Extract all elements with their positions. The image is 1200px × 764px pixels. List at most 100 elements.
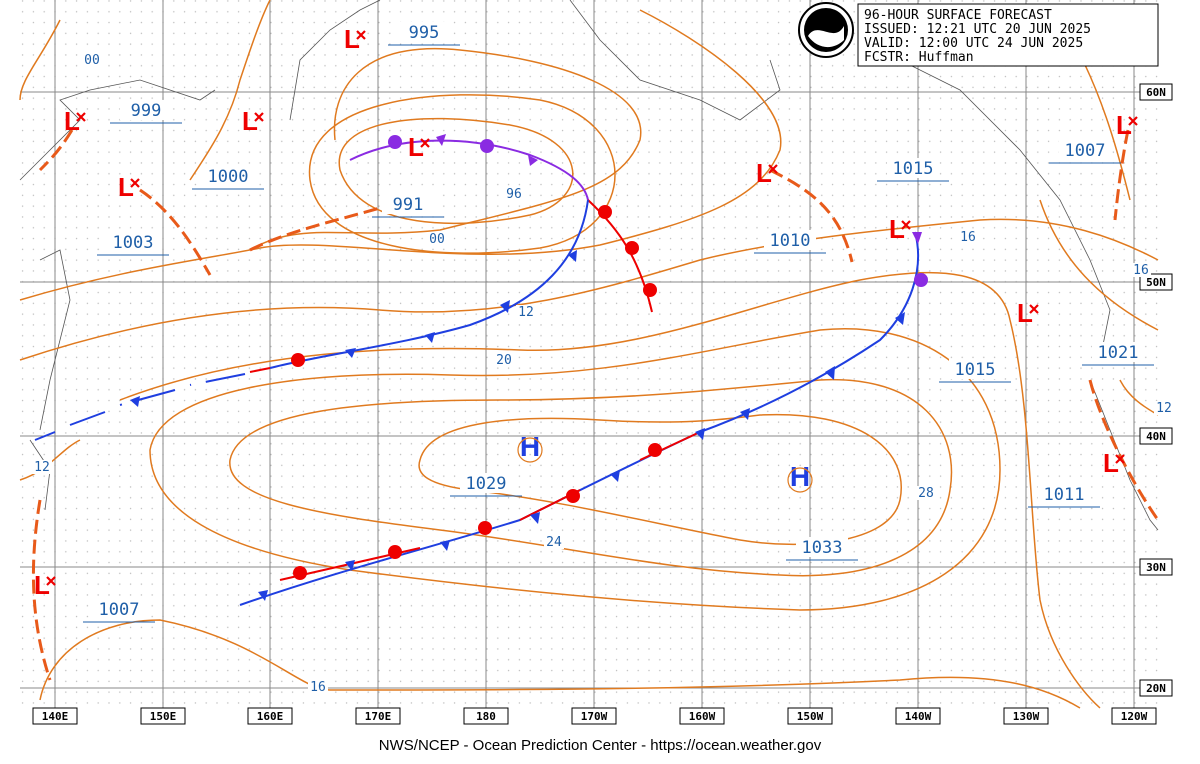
- label-bg: [1092, 342, 1144, 362]
- low-center: L: [34, 570, 50, 600]
- lon-label-box: [787, 707, 833, 725]
- label-bg: [93, 599, 145, 619]
- isobar-label: 12: [518, 305, 534, 320]
- label-bg: [32, 460, 52, 474]
- label-bg: [1131, 263, 1151, 277]
- low-center: L: [1103, 448, 1119, 478]
- lon-label-box: [32, 707, 78, 725]
- label-bg: [107, 232, 159, 252]
- lon-label-box: [355, 707, 401, 725]
- latitude-label: 40N: [1146, 430, 1166, 443]
- label-bg: [427, 232, 447, 246]
- low-marker: [254, 112, 264, 122]
- isobar-label: 12: [1156, 401, 1172, 416]
- latitude-label: 30N: [1146, 561, 1166, 574]
- longitude-label: 170W: [581, 710, 608, 723]
- low-center: L: [756, 158, 772, 188]
- label-bg: [916, 486, 936, 500]
- low-center: L: [64, 106, 80, 136]
- pressure-label: 1011: [1044, 485, 1085, 505]
- longitude-label: 180: [476, 710, 496, 723]
- front-symbols: [130, 134, 928, 601]
- high-marker: [787, 467, 813, 493]
- pressure-label: 1000: [208, 167, 249, 187]
- isobar-label: 16: [310, 680, 326, 695]
- longitude-label: 160W: [689, 710, 716, 723]
- coastlines: [19, 0, 1159, 531]
- isobar-label: 00: [84, 53, 100, 68]
- isobar-label: 00: [429, 232, 445, 247]
- high-center: H: [520, 431, 540, 462]
- label-bg: [1038, 484, 1090, 504]
- lat-label-box: [1139, 427, 1173, 445]
- header-line: VALID: 12:00 UTC 24 JUN 2025: [864, 36, 1083, 51]
- lon-label-box: [1111, 707, 1157, 725]
- pressure-label: 1007: [99, 600, 140, 620]
- lat-label-box: [1139, 273, 1173, 291]
- longitude-label: 150E: [150, 710, 177, 723]
- lat-label-box: [1139, 679, 1173, 697]
- label-bg: [504, 187, 524, 201]
- low-marker: [1128, 116, 1138, 126]
- label-bg: [120, 100, 172, 120]
- graticule: [20, 0, 1158, 708]
- low-center: L: [408, 132, 424, 162]
- pressure-label: 1007: [1065, 141, 1106, 161]
- label-bg: [796, 537, 848, 557]
- map-background: [20, 0, 1158, 708]
- label-bg: [82, 53, 102, 67]
- pressure-label: 1003: [113, 233, 154, 253]
- label-bg: [1154, 401, 1174, 415]
- isobar-label: 12: [34, 460, 50, 475]
- low-center: L: [344, 24, 360, 54]
- label-bg: [1059, 140, 1111, 160]
- header-line: 96-HOUR SURFACE FORECAST: [864, 8, 1052, 23]
- pressure-label: 1015: [955, 360, 996, 380]
- low-center: L: [242, 106, 258, 136]
- longitude-label: 170E: [365, 710, 392, 723]
- label-bg: [887, 158, 939, 178]
- low-marker: [76, 112, 86, 122]
- pressure-label: 1015: [893, 159, 934, 179]
- pressure-label: 995: [409, 23, 440, 43]
- low-marker: [1029, 304, 1039, 314]
- header-line: FCSTR: Huffman: [864, 50, 974, 65]
- high-center: H: [790, 461, 810, 492]
- label-bg: [398, 22, 450, 42]
- map-labels: 140E 150E 160E 170E 180 170W 160W 150W 140W 130W 1…: [32, 22, 1174, 725]
- footer: NWS/NCEP - Ocean Prediction Center - htt…: [379, 737, 822, 754]
- lon-label-box: [1003, 707, 1049, 725]
- longitude-label: 140W: [905, 710, 932, 723]
- header-box: [857, 3, 1159, 67]
- pressure-label: 999: [131, 101, 162, 121]
- label-bg: [202, 166, 254, 186]
- longitude-label: 120W: [1121, 710, 1148, 723]
- isobar-label: 16: [1133, 263, 1149, 278]
- low-marker: [1115, 454, 1125, 464]
- longitude-label: 140E: [42, 710, 69, 723]
- pressure-label: 1010: [770, 231, 811, 251]
- isobar-label: 16: [960, 230, 976, 245]
- label-bg: [764, 230, 816, 250]
- low-marker: [356, 30, 366, 40]
- isobar-label: 96: [506, 187, 522, 202]
- lon-label-box: [571, 707, 617, 725]
- pressure-label: 991: [393, 195, 424, 215]
- pressure-label: 1021: [1098, 343, 1139, 363]
- lon-label-box: [679, 707, 725, 725]
- lon-label-box: [463, 707, 509, 725]
- high-marker: [517, 437, 543, 463]
- low-marker: [420, 138, 430, 148]
- lon-label-box: [140, 707, 186, 725]
- latitude-label: 60N: [1146, 86, 1166, 99]
- label-bg: [382, 194, 434, 214]
- low-center: L: [889, 214, 905, 244]
- label-bg: [308, 680, 328, 694]
- low-center: L: [1116, 110, 1132, 140]
- isobars: [19, 0, 1159, 709]
- isobar-label: 24: [546, 535, 562, 550]
- longitude-label: 130W: [1013, 710, 1040, 723]
- low-marker: [46, 576, 56, 586]
- header-line: ISSUED: 12:21 UTC 20 JUN 2025: [864, 22, 1091, 37]
